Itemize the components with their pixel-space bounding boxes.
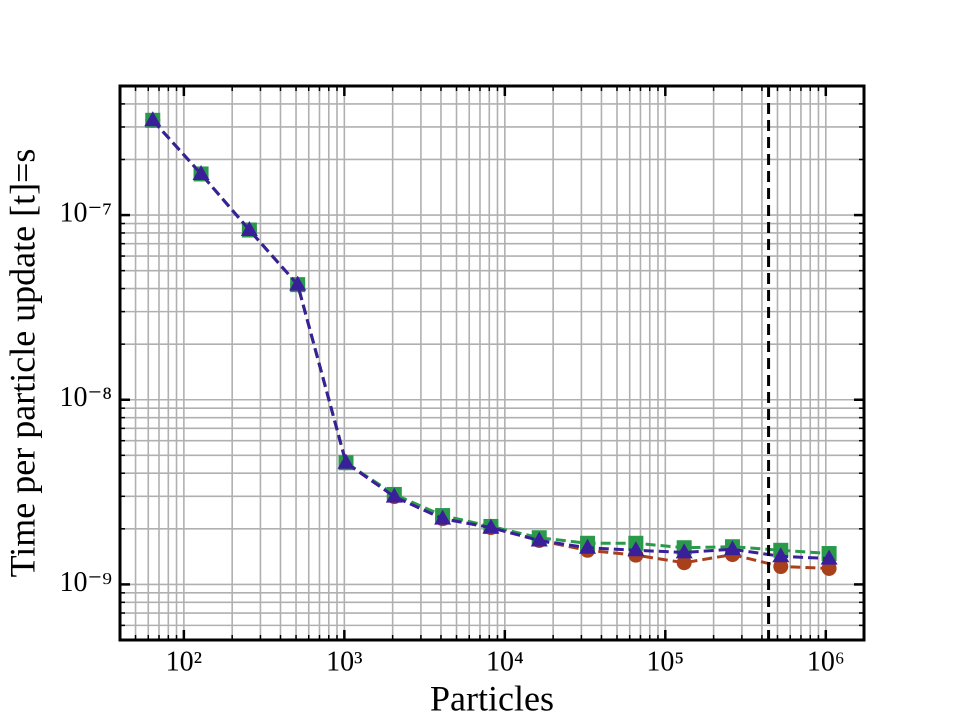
y-tick-label: 10⁻⁷ [59,197,112,228]
marker [821,560,837,576]
marker [192,164,210,180]
x-axis-label: Particles [430,678,554,718]
y-tick-label: 10⁻⁸ [59,382,112,413]
marker [289,275,307,291]
x-tick-label: 10² [166,646,202,677]
series-line [151,119,830,561]
y-axis-label: Time per particle update [t]=s [2,149,42,578]
marker [773,559,789,575]
marker [675,543,693,559]
marker [820,549,838,565]
marker [579,538,597,554]
marker [144,111,162,127]
x-tick-label: 10⁶ [807,646,845,677]
marker [337,453,355,469]
marker [240,221,258,237]
plot-frame [118,84,866,642]
series-line [151,119,830,556]
x-tick-label: 10⁴ [486,646,524,677]
x-tick-label: 10³ [326,646,362,677]
y-tick-label: 10⁻⁹ [59,567,112,598]
marker [723,540,741,556]
x-tick-label: 10⁵ [646,646,684,677]
marker [385,487,403,503]
marker [676,555,692,571]
marker [627,541,645,557]
marker [482,518,500,534]
marker [772,547,790,563]
marker [530,531,548,547]
marker [434,509,452,525]
